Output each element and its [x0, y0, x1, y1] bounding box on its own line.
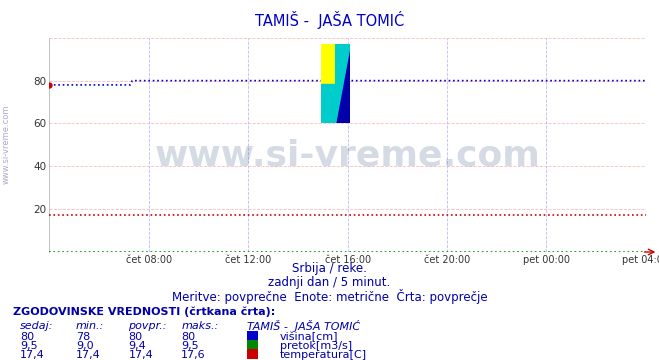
- Text: ZGODOVINSKE VREDNOSTI (črtkana črta):: ZGODOVINSKE VREDNOSTI (črtkana črta):: [13, 306, 275, 317]
- Text: 17,4: 17,4: [129, 350, 154, 360]
- Text: povpr.:: povpr.:: [129, 321, 167, 331]
- Text: 9,5: 9,5: [20, 341, 38, 351]
- Text: maks.:: maks.:: [181, 321, 219, 331]
- Text: www.si-vreme.com: www.si-vreme.com: [2, 104, 11, 184]
- Text: www.si-vreme.com: www.si-vreme.com: [155, 139, 540, 172]
- Text: zadnji dan / 5 minut.: zadnji dan / 5 minut.: [268, 276, 391, 289]
- Text: 80: 80: [129, 332, 142, 342]
- Text: 9,4: 9,4: [129, 341, 146, 351]
- Text: min.:: min.:: [76, 321, 104, 331]
- Text: 17,6: 17,6: [181, 350, 206, 360]
- Bar: [321, 84, 335, 123]
- Bar: [321, 44, 335, 84]
- Text: Meritve: povprečne  Enote: metrične  Črta: povprečje: Meritve: povprečne Enote: metrične Črta:…: [172, 289, 487, 305]
- Text: TAMIŠ -  JAŠA TOMIĆ: TAMIŠ - JAŠA TOMIĆ: [255, 11, 404, 29]
- Bar: [335, 44, 351, 123]
- Text: 17,4: 17,4: [20, 350, 45, 360]
- Text: 80: 80: [20, 332, 34, 342]
- Text: pretok[m3/s]: pretok[m3/s]: [280, 341, 352, 351]
- Text: 9,5: 9,5: [181, 341, 199, 351]
- Text: TAMIŠ -  JAŠA TOMIĆ: TAMIŠ - JAŠA TOMIĆ: [247, 320, 360, 332]
- Text: Srbija / reke.: Srbija / reke.: [292, 262, 367, 275]
- Text: 17,4: 17,4: [76, 350, 101, 360]
- Text: 9,0: 9,0: [76, 341, 94, 351]
- Text: 78: 78: [76, 332, 90, 342]
- Text: višina[cm]: višina[cm]: [280, 332, 339, 342]
- Text: sedaj:: sedaj:: [20, 321, 53, 331]
- Text: temperatura[C]: temperatura[C]: [280, 350, 367, 360]
- Text: 80: 80: [181, 332, 195, 342]
- Polygon shape: [335, 44, 351, 123]
